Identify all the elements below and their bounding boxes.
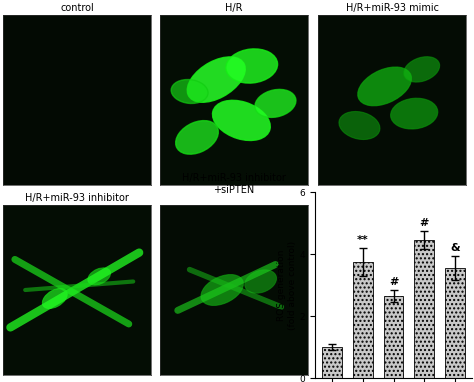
Ellipse shape: [42, 288, 67, 309]
Bar: [383, 296, 403, 378]
Ellipse shape: [255, 89, 296, 117]
Ellipse shape: [88, 268, 110, 285]
Ellipse shape: [339, 112, 380, 139]
Bar: [445, 268, 465, 378]
Text: #: #: [419, 218, 429, 228]
Y-axis label: ROS generation
(fold above control): ROS generation (fold above control): [277, 240, 297, 330]
Text: H/R+miR-93 mimic: H/R+miR-93 mimic: [346, 3, 438, 13]
Ellipse shape: [403, 57, 440, 82]
Ellipse shape: [171, 79, 208, 104]
Ellipse shape: [358, 67, 411, 106]
Ellipse shape: [201, 275, 244, 306]
Text: control: control: [60, 3, 94, 13]
Text: **: **: [357, 235, 369, 245]
Bar: [322, 347, 342, 378]
Text: &: &: [450, 243, 460, 253]
Text: H/R+miR-93 inhibitor
+siPTEN: H/R+miR-93 inhibitor +siPTEN: [182, 173, 286, 196]
Ellipse shape: [187, 57, 245, 102]
Text: H/R+miR-93 inhibitor: H/R+miR-93 inhibitor: [25, 193, 129, 203]
Ellipse shape: [245, 270, 276, 293]
Bar: [414, 240, 434, 378]
Ellipse shape: [226, 49, 278, 83]
Text: #: #: [389, 277, 398, 287]
Bar: [353, 262, 373, 378]
Ellipse shape: [391, 98, 438, 129]
Ellipse shape: [176, 121, 219, 154]
Text: H/R: H/R: [225, 3, 243, 13]
Ellipse shape: [212, 100, 270, 141]
